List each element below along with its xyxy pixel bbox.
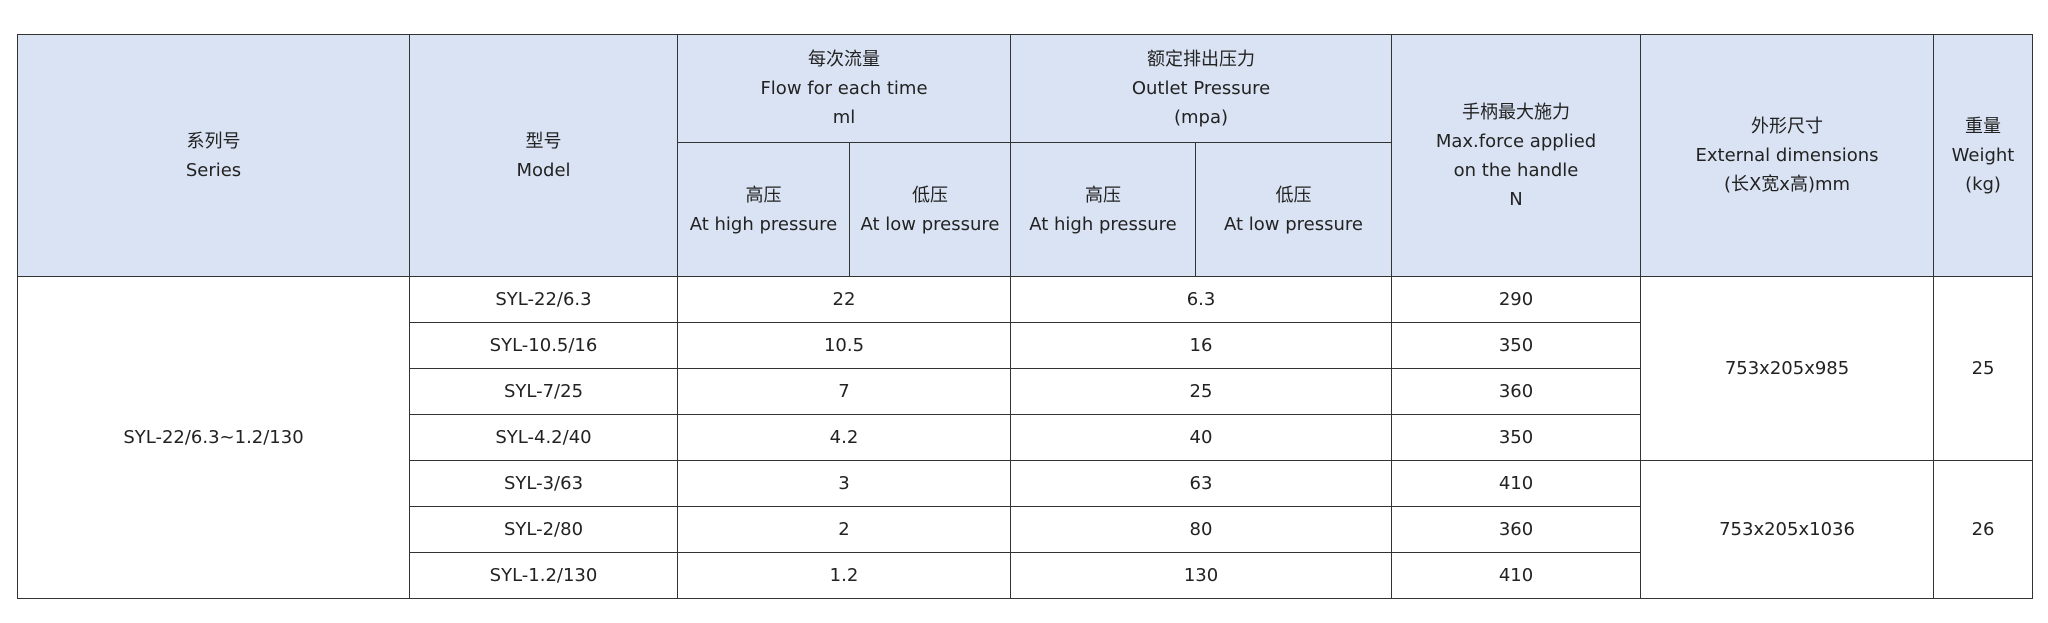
header-dimensions: 外形尺寸 External dimensions (长X宽x高)mm <box>1640 34 1935 277</box>
force-cell: 410 <box>1391 460 1642 507</box>
dimensions-cell: 753x205x1036 <box>1640 460 1935 599</box>
flow-cell: 22 <box>677 276 1011 323</box>
model-cell: SYL-4.2/40 <box>409 414 678 461</box>
series-cell: SYL-22/6.3~1.2/130 <box>17 276 410 599</box>
header-pressure-high: 高压 At high pressure <box>1010 142 1196 277</box>
header-flow-low: 低压 At low pressure <box>849 142 1011 277</box>
pressure-cell: 40 <box>1009 414 1393 461</box>
force-cell: 350 <box>1391 414 1642 461</box>
header-pressure: 额定排出压力 Outlet Pressure (mpa) <box>1009 34 1393 143</box>
table-row: SYL-7/25 7 25 360 <box>18 368 2033 415</box>
header-weight: 重量 Weight (kg) <box>1933 34 2034 277</box>
table-row: SYL-4.2/40 4.2 40 350 <box>18 414 2033 461</box>
flow-cell: 4.2 <box>677 414 1011 461</box>
header-flow-high: 高压 At high pressure <box>677 142 850 277</box>
table-row: SYL-10.5/16 10.5 16 350 <box>18 322 2033 369</box>
weight-cell: 26 <box>1933 460 2034 599</box>
weight-cell: 25 <box>1933 276 2034 461</box>
flow-cell: 10.5 <box>677 322 1011 369</box>
model-cell: SYL-22/6.3 <box>409 276 678 323</box>
force-cell: 290 <box>1391 276 1642 323</box>
header-series: 系列号 Series <box>17 34 410 277</box>
pressure-cell: 130 <box>1009 552 1393 599</box>
table-row: SYL-22/6.3~1.2/130 SYL-22/6.3 22 6.3 290 753x… <box>17 276 2034 599</box>
flow-cell: 3 <box>677 460 1011 507</box>
header-model: 型号 Model <box>409 34 678 277</box>
flow-cell: 7 <box>677 368 1011 415</box>
pressure-cell: 16 <box>1009 322 1393 369</box>
pressure-cell: 25 <box>1009 368 1393 415</box>
force-cell: 350 <box>1391 322 1642 369</box>
header-flow: 每次流量 Flow for each time ml <box>677 34 1011 143</box>
model-cell: SYL-7/25 <box>409 368 678 415</box>
header-pressure-low: 低压 At low pressure <box>1194 142 1393 277</box>
pressure-cell: 63 <box>1009 460 1393 507</box>
model-cell: SYL-10.5/16 <box>409 322 678 369</box>
model-cell: SYL-3/63 <box>409 460 678 507</box>
pressure-cell: 80 <box>1009 506 1393 553</box>
flow-cell: 1.2 <box>677 552 1011 599</box>
pressure-cell: 6.3 <box>1009 276 1393 323</box>
header-force: 手柄最大施力 Max.force applied on the handle N <box>1391 34 1642 277</box>
model-cell: SYL-2/80 <box>409 506 678 553</box>
table-row: SYL-3/63 3 63 410 753x205x1036 26 <box>18 460 2034 599</box>
dimensions-cell: 753x205x985 <box>1640 276 1935 461</box>
flow-cell: 2 <box>677 506 1011 553</box>
force-cell: 360 <box>1391 506 1642 553</box>
table-row: SYL-1.2/130 1.2 130 410 <box>18 552 2033 599</box>
table-row: SYL-2/80 2 80 360 <box>18 506 2033 553</box>
force-cell: 360 <box>1391 368 1642 415</box>
spec-table: 系列号 Series 型号 Model 每次流量 Flow for each time… <box>17 34 2034 599</box>
model-cell: SYL-1.2/130 <box>409 552 678 599</box>
force-cell: 410 <box>1391 552 1642 599</box>
